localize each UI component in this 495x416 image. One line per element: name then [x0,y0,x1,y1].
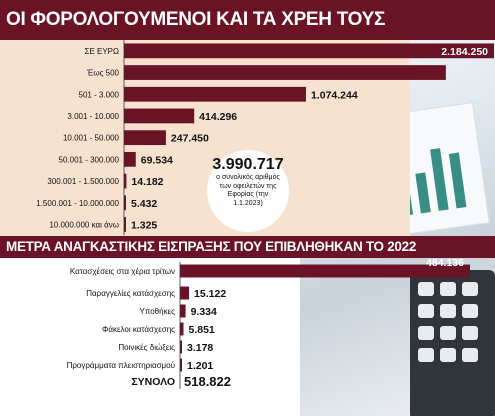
value-label-4: 3.178 [187,342,213,354]
value-label-0: 484.136 [426,257,464,269]
total-taxpayers-callout: 3.990.717 ο συνολικός αριθμός των οφειλε… [207,150,289,232]
bar-0 [124,43,494,59]
value-label-8: 1.325 [131,219,157,231]
category-label-2: 501 - 3.000 [79,90,120,99]
category-label-5: 50.001 - 300.000 [59,155,120,164]
bar-1 [124,65,446,80]
category-label-7: 1.500.001 - 10.000.000 [36,199,119,208]
category-label-1: Παραγγελίες κατάσχεσης [86,289,175,298]
category-label-6: 300.001 - 1.500.000 [47,177,119,186]
calculator-icon [410,270,495,416]
bottom-chart-background [0,258,290,416]
total-taxpayers-label: ο συνολικός αριθμός των οφειλετών της Εφ… [216,174,280,207]
value-label-5: 1.201 [187,360,213,372]
value-label-0: 2.184.250 [441,46,488,58]
bar-4 [124,130,166,146]
value-label-6: 14.182 [131,176,163,188]
total-taxpayers-value: 3.990.717 [212,156,284,173]
bar-5 [180,358,182,372]
bar-3 [124,108,195,124]
category-label-3: Φάκελοι κατάσχεσης [102,325,175,334]
value-label-2: 9.334 [191,306,217,318]
category-label-3: 3.001 - 10.000 [67,112,119,121]
total-value: 518.822 [184,374,231,389]
bar-8 [124,217,126,232]
bar-5 [124,151,136,167]
value-label-5: 69.534 [141,154,173,166]
bar-3 [180,322,184,336]
category-label-4: Ποινικές διώξεις [118,343,175,352]
bar-6 [124,173,127,189]
section-title: ΜΕΤΡΑ ΑΝΑΓΚΑΣΤΙΚΗΣ ΕΙΣΠΡΑΞΗΣ ΠΟΥ ΕΠΙΒΛΗΘ… [0,236,495,258]
category-label-0: ΣΕ ΕΥΡΩ [85,47,120,56]
bar-0 [180,264,470,278]
category-label-5: Προγράμματα πλειστηριασμού [67,361,175,370]
bar-2 [124,86,306,102]
total-label: ΣΥΝΟΛΟ [131,376,175,388]
value-label-3: 414.296 [199,111,237,123]
value-label-2: 1.074.244 [311,89,358,101]
bar-7 [124,195,126,211]
bar-2 [180,304,186,318]
category-label-8: 10.000.000 και άνω [49,220,119,229]
value-label-4: 247.450 [171,133,209,145]
value-label-3: 5.851 [189,324,215,336]
value-label-7: 5.432 [131,198,157,210]
category-label-2: Υποθήκες [139,307,175,316]
bar-1 [180,286,190,300]
category-label-0: Κατασχέσεις στα χέρια τρίτων [70,267,175,276]
category-label-1: Έως 500 [86,69,119,78]
value-label-1: 15.122 [194,288,226,300]
category-label-4: 10.001 - 50.000 [63,134,120,143]
main-title: ΟΙ ΦΟΡΟΛΟΓΟΥΜΕΝΟΙ ΚΑΙ ΤΑ ΧΡΕΗ ΤΟΥΣ [0,0,495,40]
bar-4 [180,340,182,354]
